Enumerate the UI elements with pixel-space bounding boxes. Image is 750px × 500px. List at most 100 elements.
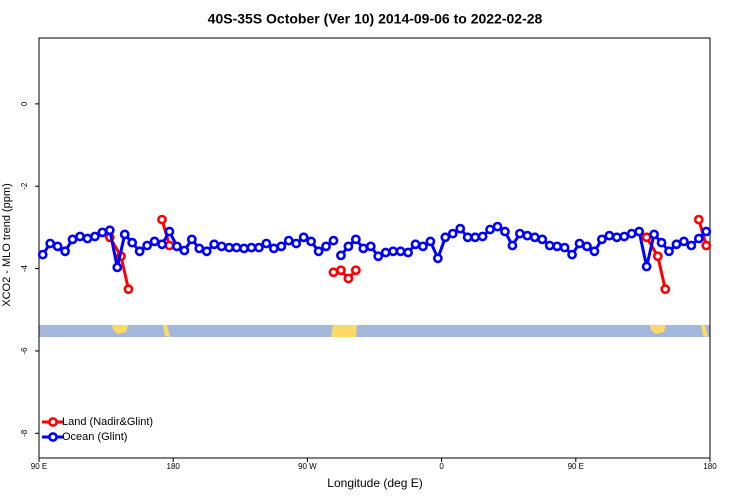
data-point: [209, 239, 220, 250]
data-point: [582, 241, 592, 252]
data-point: [82, 233, 93, 244]
data-point: [306, 236, 317, 247]
data-point: [179, 245, 190, 256]
data-point: [104, 225, 115, 236]
data-point: [500, 226, 510, 237]
data-point: [477, 231, 488, 242]
data-point: [652, 251, 663, 262]
data-point: [45, 238, 56, 249]
data-point: [660, 284, 671, 295]
data-point: [350, 265, 361, 276]
data-point: [149, 236, 160, 247]
data-point: [380, 247, 391, 258]
legend-marker: [48, 432, 58, 442]
data-point: [246, 242, 257, 253]
data-point: [164, 240, 175, 251]
data-point: [216, 241, 227, 252]
map-strip: [39, 325, 710, 337]
data-point: [52, 241, 63, 252]
data-point: [172, 241, 182, 252]
x-tick-label: 90 E: [31, 462, 47, 471]
legend-marker: [48, 417, 58, 427]
data-point: [283, 235, 294, 246]
data-point: [365, 241, 376, 252]
data-point: [134, 246, 145, 257]
data-point: [410, 239, 421, 250]
data-point: [276, 241, 287, 252]
legend-label: Ocean (Glint): [62, 431, 127, 443]
data-point: [388, 246, 399, 257]
data-point: [537, 234, 548, 245]
y-tick-label: -4: [20, 264, 29, 272]
data-point: [671, 239, 682, 250]
data-point: [485, 224, 495, 235]
data-point: [358, 243, 369, 254]
data-point: [224, 242, 235, 253]
data-point: [701, 226, 712, 237]
y-tick-label: -2: [20, 182, 29, 190]
data-point: [123, 284, 134, 295]
data-point: [201, 246, 212, 257]
x-tick-label: 180: [703, 462, 717, 471]
y-tick-label: 0: [20, 101, 29, 106]
data-point: [321, 241, 331, 252]
data-point: [194, 243, 205, 254]
data-point: [641, 261, 652, 272]
data-point: [626, 228, 637, 239]
data-point: [679, 236, 689, 247]
data-point: [37, 249, 48, 260]
data-point: [649, 229, 659, 240]
data-point: [328, 267, 339, 278]
data-point: [432, 253, 443, 264]
data-point: [291, 238, 302, 249]
data-point: [686, 240, 697, 251]
y-axis-label: XCO2 - MLO trend (ppm): [1, 183, 13, 306]
x-tick-label: 0: [439, 462, 444, 471]
data-point: [470, 232, 481, 243]
data-point: [239, 243, 249, 254]
y-tick-label: -6: [20, 347, 29, 355]
data-point: [693, 233, 704, 244]
data-point: [403, 247, 413, 258]
data-point: [425, 236, 436, 247]
data-point: [97, 227, 108, 238]
x-tick-label: 90 W: [298, 462, 317, 471]
data-point: [529, 232, 540, 243]
data-point: [157, 214, 167, 225]
data-point: [492, 221, 503, 232]
data-point: [336, 265, 346, 276]
data-point: [514, 228, 525, 239]
data-point: [164, 226, 175, 237]
data-point: [619, 231, 630, 242]
chart-title: 40S-35S October (Ver 10) 2014-09-06 to 2…: [208, 11, 543, 27]
data-point: [701, 240, 712, 251]
data-point: [664, 246, 674, 257]
data-point: [522, 230, 533, 241]
legend-label: Land (Nadir&Glint): [62, 416, 153, 428]
data-point: [552, 241, 563, 252]
data-point: [507, 240, 518, 251]
data-point: [574, 238, 585, 249]
y-tick-label: -8: [20, 429, 29, 437]
x-tick-label: 90 E: [568, 462, 584, 471]
data-point: [90, 231, 100, 242]
data-point: [60, 246, 70, 257]
data-point: [395, 246, 406, 257]
data-point: [656, 237, 667, 248]
data-point: [693, 214, 704, 225]
data-point: [254, 242, 264, 253]
data-point: [455, 223, 466, 234]
data-point: [268, 243, 279, 254]
data-point: [127, 237, 138, 248]
data-point: [157, 239, 167, 250]
data-point: [328, 235, 339, 246]
data-point: [112, 262, 123, 273]
data-point: [634, 226, 645, 237]
data-point: [186, 234, 197, 245]
data-point: [75, 231, 85, 242]
data-point: [447, 228, 458, 239]
data-point: [261, 238, 272, 249]
data-point: [559, 242, 570, 253]
data-point: [343, 273, 354, 284]
